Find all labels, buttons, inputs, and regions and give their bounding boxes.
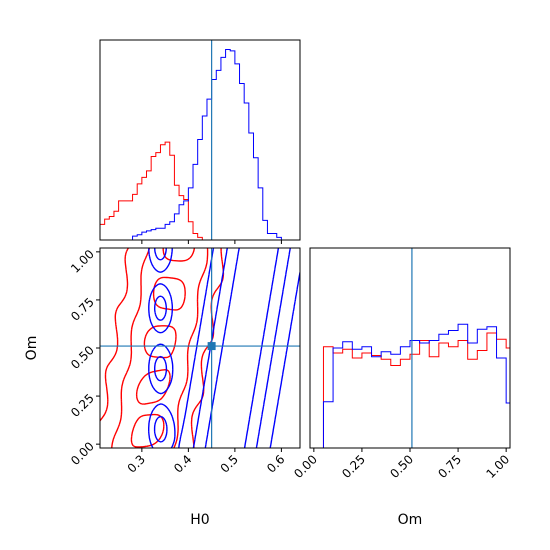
h0-xtick-label: 0.3 — [125, 452, 148, 475]
om-xtick-label: 0.75 — [435, 452, 464, 481]
om-hist-blue-series — [313, 323, 510, 448]
om-ytick-label: 0.25 — [68, 391, 97, 420]
om-ytick-label: 0.50 — [68, 343, 97, 372]
om-xtick-label: 0.50 — [387, 452, 416, 481]
om-ytick-label: 0.75 — [68, 295, 97, 324]
h0-xtick-label: 0.6 — [264, 452, 287, 475]
om-histogram-panel: 0.00 0.25 0.50 0.75 1.00 — [291, 247, 512, 481]
om-xtick-label: 1.00 — [483, 452, 512, 481]
xlabel-h0: H0 — [190, 512, 209, 528]
truth-marker — [207, 342, 216, 351]
om-xtick-label: 0.00 — [291, 452, 320, 481]
contour-red-level — [111, 248, 209, 448]
h0-hist-blue-series — [100, 49, 300, 240]
h0-xtick-label: 0.4 — [171, 452, 194, 475]
contour-blue-level — [204, 248, 280, 448]
ylabel-om: Om — [24, 336, 40, 361]
contour-blue-level — [148, 248, 300, 448]
om-ytick-label: 0.00 — [68, 439, 97, 468]
om-vs-h0-contour-panel: 0.3 0.4 0.5 0.6 0.00 0.25 0.50 0.75 1.00 — [68, 247, 301, 476]
om-hist-red-series — [313, 332, 510, 448]
h0-histogram-panel — [99, 39, 301, 244]
h0-xtick-label: 0.5 — [218, 452, 241, 475]
h0-hist-frame — [99, 39, 301, 241]
om-ytick-label: 1.00 — [68, 247, 97, 276]
contour-frame — [99, 247, 301, 449]
h0-hist-red-series — [100, 141, 300, 240]
om-xtick-label: 0.25 — [339, 452, 368, 481]
xlabel-om: Om — [398, 512, 423, 528]
contour-blue-level — [153, 248, 291, 448]
